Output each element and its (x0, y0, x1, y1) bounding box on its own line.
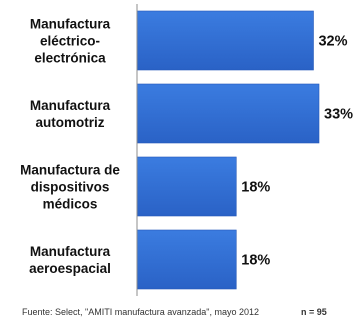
bar-2 (136, 83, 320, 144)
value-label-2: 33% (324, 107, 353, 123)
value-label-1: 32% (318, 34, 347, 50)
value-label-3: 18% (241, 180, 270, 196)
bar-chart: Manufactura eléctrico-electrónica Manufact… (20, 4, 353, 296)
category-label-2: Manufactura automotriz (30, 98, 111, 130)
source-note: Fuente: Select, "AMITI manufactura avanz… (22, 307, 260, 317)
bar-1 (136, 10, 314, 71)
category-label-3: Manufactura de dispositivos médicos (20, 163, 120, 212)
bar-3 (136, 156, 237, 217)
chart-footer: Fuente: Select, "AMITI manufactura avanz… (0, 304, 359, 322)
category-label-4: Manufactura aeroespacial (29, 244, 111, 276)
sample-size: n = 95 (301, 307, 327, 317)
category-label-1: Manufactura eléctrico-electrónica (30, 17, 111, 66)
bar-4 (136, 229, 237, 290)
value-label-4: 18% (241, 253, 270, 269)
